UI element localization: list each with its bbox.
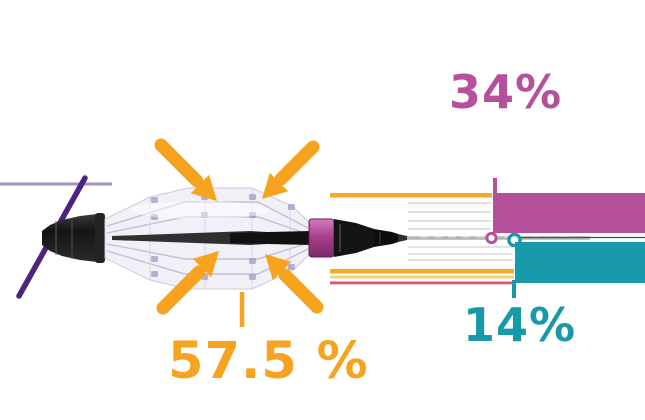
gray-streaks-lower	[408, 246, 513, 261]
orange-arrow-top-right-icon	[262, 140, 320, 199]
gray-streaks-upper	[408, 202, 491, 230]
magenta-ring-icon	[485, 231, 498, 245]
balloon-percentage-label: 57.5 %	[168, 332, 369, 391]
magenta-percentage-label: 34%	[449, 65, 563, 119]
orange-streak-bottom	[330, 269, 514, 274]
amber-streak-bottom	[330, 275, 514, 279]
orange-streak-top	[330, 193, 492, 198]
orange-arrow-bottom-left-icon	[156, 251, 219, 315]
catheter-shaft	[42, 213, 105, 263]
marker-band	[308, 218, 335, 258]
magenta-bar	[493, 193, 645, 233]
guidewire	[407, 236, 645, 240]
compression-arrows	[154, 138, 324, 315]
distal-tip	[334, 219, 407, 257]
crimson-streak-bottom	[330, 281, 514, 285]
balloon-sheen	[130, 201, 270, 219]
balloon-bond-ring	[95, 213, 105, 263]
orange-arrow-bottom-right-icon	[265, 254, 324, 314]
orange-arrow-top-left-icon	[154, 138, 217, 201]
teal-bar	[515, 242, 645, 283]
streak-lines	[0, 182, 514, 285]
teal-percentage-label: 14%	[463, 298, 577, 352]
balloon	[104, 187, 335, 290]
